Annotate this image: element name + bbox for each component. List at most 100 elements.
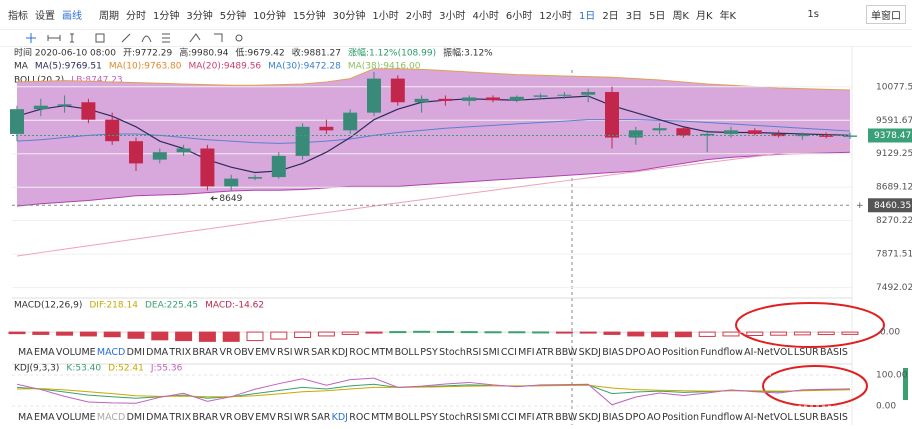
period-option[interactable]: 分时 (126, 11, 146, 22)
indicator-tab[interactable]: VOLUME (55, 347, 96, 358)
indicator-tab[interactable]: DPO (625, 412, 646, 423)
indicator-tab[interactable]: AI-NetVOL (744, 412, 793, 423)
period-option[interactable]: 3分钟 (186, 11, 213, 22)
period-option[interactable]: 6小时 (505, 11, 533, 22)
indicator-tab[interactable]: EMA (33, 412, 55, 423)
boll-upper (16, 68, 851, 91)
indicator-tab[interactable]: MA (18, 412, 33, 423)
indicator-tab[interactable]: OBV (233, 347, 254, 358)
indicator-tab[interactable]: WR (293, 347, 310, 358)
indicator-tab[interactable]: DMI (126, 412, 145, 423)
indicator-tab[interactable]: MTM (371, 347, 394, 358)
indicator-tab[interactable]: SKDJ (578, 412, 601, 423)
indicator-tab[interactable]: Fundflow (700, 412, 743, 423)
indicator-tab[interactable]: TRIX (169, 347, 192, 358)
period-option[interactable]: 月K (696, 11, 713, 22)
indicator-tab[interactable]: SMI (482, 412, 500, 423)
indicator-tab[interactable]: BIAS (602, 347, 625, 358)
indicator-tab[interactable]: AI-NetVOL (744, 347, 793, 358)
indicator-tab[interactable]: StochRSI (439, 347, 482, 358)
indicator-tab[interactable]: EMV (255, 412, 276, 423)
indicator-tab[interactable]: MTM (371, 412, 394, 423)
indicator-tab[interactable]: CCI (500, 347, 517, 358)
candle-body (33, 105, 48, 110)
period-option[interactable]: 3小时 (439, 11, 466, 22)
indicator-tab[interactable]: RSI (277, 347, 293, 358)
indicator-tab[interactable]: MA (18, 347, 33, 358)
indicator-tab[interactable]: BIAS (602, 412, 625, 423)
indicator-tab[interactable]: SAR (311, 347, 331, 358)
indicator-tab[interactable]: BRAR (192, 347, 219, 358)
indicator-tab[interactable]: Position (662, 412, 700, 423)
indicator-tab[interactable]: MFI (518, 412, 535, 423)
indicator-tab[interactable]: WR (293, 412, 310, 423)
indicator-tab[interactable]: EMA (33, 347, 55, 358)
period-option[interactable]: 4小时 (472, 11, 499, 22)
period-option[interactable]: 2小时 (405, 11, 433, 22)
indicator-tab[interactable]: BBW (555, 412, 578, 423)
macd-bar (198, 331, 216, 342)
period-option[interactable]: 1日 (578, 11, 596, 22)
indicator-tab[interactable]: BRAR (192, 412, 219, 423)
indicator-tab[interactable]: MACD (96, 347, 126, 358)
window-select[interactable]: 单窗口 (866, 5, 906, 24)
indicator-tab[interactable]: ROC (349, 347, 370, 358)
toolbar: 指标 设置 画线 周期 分时 1分钟 3分钟 5分钟 10分钟 15分钟 30分钟 1小时 2小… (0, 0, 912, 30)
indicator-tab[interactable]: AO (647, 347, 661, 358)
indicator-tab[interactable]: BASIS (820, 412, 848, 423)
indicator-button[interactable]: 指标 (8, 11, 28, 22)
indicator-tab[interactable]: SMI (482, 347, 500, 358)
indicator-tab[interactable]: DPO (625, 347, 646, 358)
indicator-tab[interactable]: BBW (555, 347, 578, 358)
indicator-tab[interactable]: DMI (126, 347, 145, 358)
indicator-tab[interactable]: PSY (420, 412, 438, 423)
period-option[interactable]: 5分钟 (219, 11, 247, 22)
period-option[interactable]: 周K (672, 11, 689, 22)
indicator-tab[interactable]: EMV (255, 347, 276, 358)
period-option[interactable]: 10分钟 (253, 11, 286, 22)
period-option[interactable]: 1小时 (372, 11, 399, 22)
candle-body (152, 152, 167, 160)
candle-body (509, 96, 524, 101)
indicator-tab[interactable]: BOLL (394, 412, 420, 423)
indicator-tab[interactable]: ATR (535, 347, 554, 358)
indicator-tab[interactable]: PSY (420, 347, 438, 358)
indicator-tab[interactable]: Position (662, 347, 700, 358)
indicator-tab[interactable]: AO (647, 412, 661, 423)
indicator-tab[interactable]: MACD (96, 412, 126, 423)
indicator-tab[interactable]: StochRSI (439, 412, 482, 423)
settings-button[interactable]: 设置 (35, 11, 55, 22)
period-option[interactable]: 12小时 (539, 11, 572, 22)
period-option[interactable]: 30分钟 (332, 11, 366, 22)
indicator-tab[interactable]: DMA (146, 347, 169, 358)
period-option[interactable]: 15分钟 (292, 11, 326, 22)
indicator-tab[interactable]: CCI (500, 412, 517, 423)
indicator-tab[interactable]: BOLL (394, 347, 420, 358)
indicator-tab[interactable]: VR (219, 412, 233, 423)
indicator-tab[interactable]: TRIX (169, 412, 192, 423)
indicator-tab[interactable]: LSUR (793, 412, 819, 423)
indicator-tab[interactable]: RSI (277, 412, 293, 423)
period-option[interactable]: 3日 (625, 11, 643, 22)
indicator-tab[interactable]: LSUR (793, 347, 819, 358)
period-option[interactable]: 年K (719, 11, 737, 22)
indicator-tab[interactable]: ATR (535, 412, 554, 423)
indicator-tab[interactable]: SAR (311, 412, 331, 423)
period-option[interactable]: 5日 (649, 11, 666, 22)
indicator-tab[interactable]: VR (219, 347, 233, 358)
draw-button[interactable]: 画线 (62, 11, 82, 22)
indicator-tab[interactable]: Fundflow (700, 347, 743, 358)
indicator-tab[interactable]: KDJ (331, 412, 348, 423)
indicator-tab[interactable]: MFI (518, 347, 535, 358)
indicator-tab[interactable]: OBV (233, 412, 254, 423)
period-option[interactable]: 1分钟 (153, 11, 180, 22)
indicator-tab[interactable]: BASIS (820, 347, 848, 358)
period-option[interactable]: 2日 (602, 11, 619, 22)
indicator-tab[interactable]: KDJ (331, 347, 348, 358)
refresh-rate[interactable]: 1s (807, 9, 819, 20)
indicator-tab[interactable]: DMA (146, 412, 169, 423)
indicator-tab[interactable]: SKDJ (578, 347, 601, 358)
candle-body (533, 95, 548, 97)
indicator-tab[interactable]: VOLUME (55, 412, 96, 423)
indicator-tab[interactable]: ROC (349, 412, 370, 423)
